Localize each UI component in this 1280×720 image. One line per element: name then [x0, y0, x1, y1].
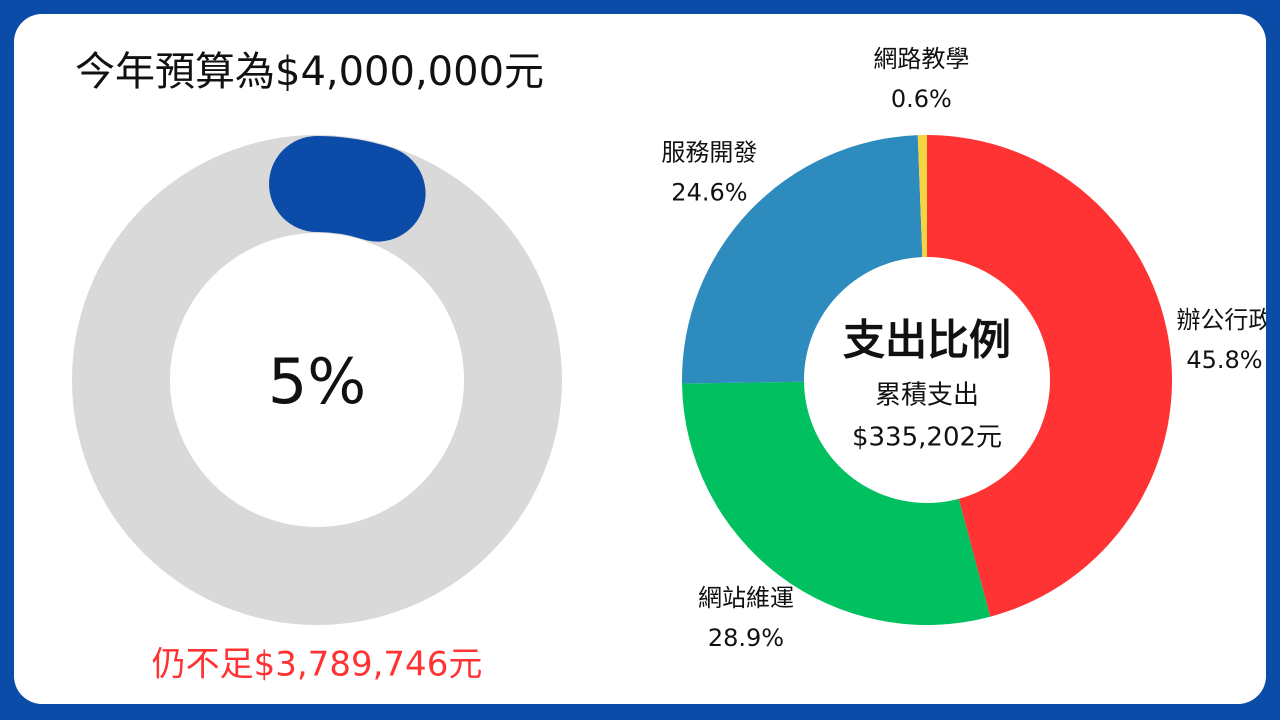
pie-total: $335,202元 — [852, 423, 1002, 453]
card: 今年預算為$4,000,000元 支出比例 累積支出 $335,202元 仍不足… — [14, 14, 1266, 704]
donut-hole — [804, 257, 1050, 503]
slice-category: 網路教學 — [873, 45, 969, 73]
slice-category: 辦公行政 — [1176, 306, 1266, 334]
slice-value-label: 28.9% — [708, 624, 784, 652]
slice-value-label: 0.6% — [891, 85, 952, 113]
remaining-label: 仍不足$3,789,746元 — [152, 645, 483, 685]
pie-subtitle: 累積支出 — [875, 381, 979, 411]
budget-title: 今年預算為$4,000,000元 — [75, 49, 544, 95]
progress-arc — [269, 136, 426, 242]
slice-category: 網站維運 — [698, 584, 794, 612]
slice-value-label: 24.6% — [671, 178, 747, 206]
slice-value-label: 45.8% — [1186, 346, 1262, 374]
dashboard: 今年預算為$4,000,000元 支出比例 累積支出 $335,202元 仍不足… — [72, 45, 1266, 685]
slice-category: 服務開發 — [661, 138, 757, 166]
pie-title: 支出比例 — [843, 316, 1011, 365]
progress-label: 5% — [268, 345, 366, 418]
